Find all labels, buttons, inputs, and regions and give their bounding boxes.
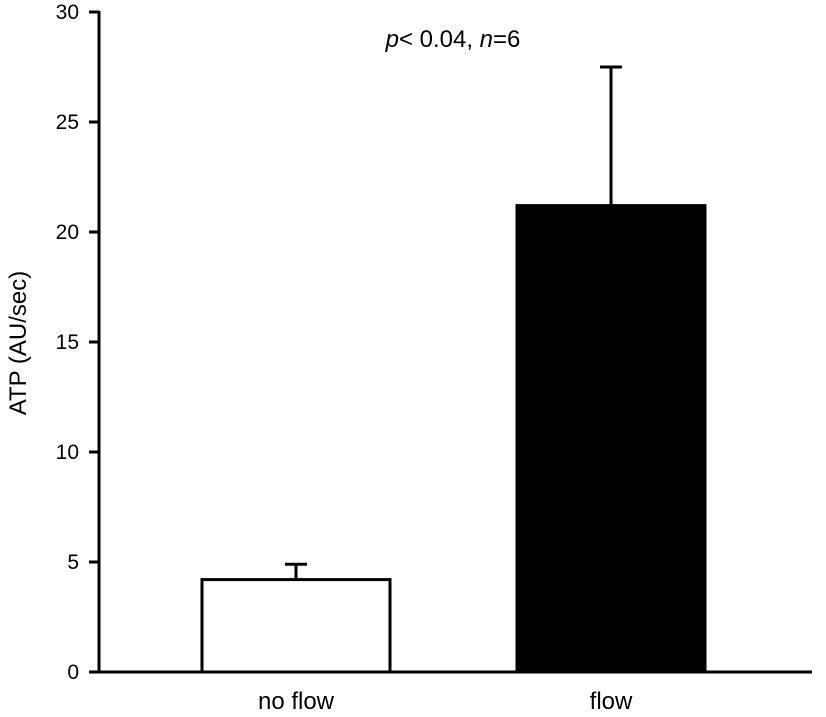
p-symbol: p xyxy=(385,26,399,53)
n-symbol: n xyxy=(480,26,493,53)
x-category-label: flow xyxy=(590,688,633,715)
y-axis-ticks: 0 5 10 15 20 25 30 xyxy=(56,1,99,684)
x-category-label: no flow xyxy=(258,688,335,715)
y-axis-title: ATP (AU/sec) xyxy=(5,271,32,415)
y-tick-label: 15 xyxy=(56,331,79,354)
y-tick-label: 30 xyxy=(56,1,79,24)
axes xyxy=(97,11,812,674)
bars xyxy=(200,204,707,674)
bar-flow xyxy=(515,204,707,674)
y-tick-label: 5 xyxy=(67,551,79,574)
y-tick-label: 10 xyxy=(56,441,79,464)
bar-no-flow xyxy=(200,578,392,674)
y-tick-label: 25 xyxy=(56,111,79,134)
n-value-text: =6 xyxy=(493,26,520,53)
x-axis-labels: no flow flow xyxy=(258,688,633,715)
y-tick-label: 20 xyxy=(56,221,79,244)
stats-annotation: p< 0.04, n=6 xyxy=(385,26,521,53)
p-value-text: < 0.04, xyxy=(399,26,480,53)
y-tick-label: 0 xyxy=(67,661,79,684)
error-bars xyxy=(285,65,622,580)
